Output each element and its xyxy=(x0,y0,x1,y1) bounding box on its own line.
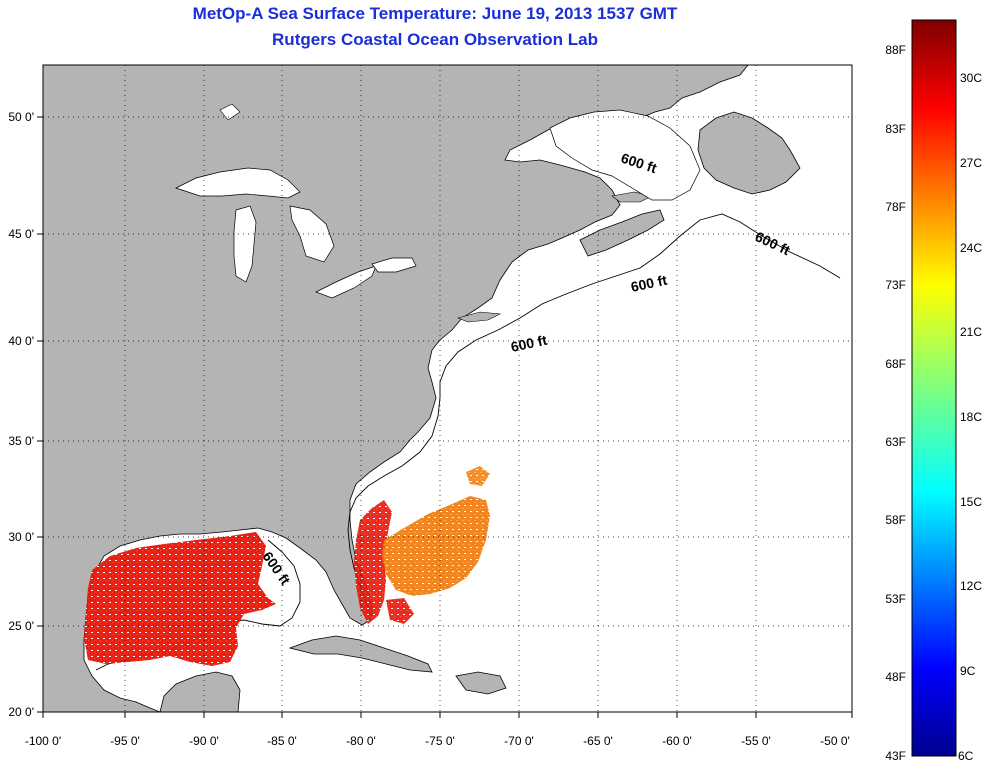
colorbar-c-label: 18C xyxy=(960,410,982,424)
colorbar-c-label: 15C xyxy=(960,495,982,509)
lon-tick: -70 0' xyxy=(504,734,534,748)
colorbar-f-label: 53F xyxy=(885,592,906,606)
colorbar-c-label: 6C xyxy=(958,749,974,763)
colorbar-f-label: 73F xyxy=(885,278,906,292)
land-north-america xyxy=(43,65,749,712)
contour-label: 600 ft xyxy=(629,272,668,295)
lake-superior xyxy=(175,167,301,199)
land-cuba xyxy=(288,635,433,673)
lon-tick: -85 0' xyxy=(267,734,297,748)
colorbar-f-label: 83F xyxy=(885,122,906,136)
colorbar-c-labels: 30C 27C 24C 21C 18C 15C 12C 9C 6C xyxy=(958,71,982,763)
lat-tick: 25 0' xyxy=(8,619,34,633)
lake-huron xyxy=(289,205,335,263)
sst-gulf-swath xyxy=(84,532,276,666)
land-newfoundland xyxy=(697,111,801,195)
lat-tick: 30 0' xyxy=(8,530,34,544)
colorbar-c-label: 21C xyxy=(960,325,982,339)
land-hispaniola xyxy=(455,671,507,695)
colorbar xyxy=(911,19,957,757)
lon-tick: -65 0' xyxy=(583,734,613,748)
lon-tick: -60 0' xyxy=(662,734,692,748)
colorbar-f-label: 43F xyxy=(885,749,906,763)
land-nova-scotia xyxy=(579,209,665,257)
colorbar-c-label: 30C xyxy=(960,71,982,85)
land-yucatan xyxy=(159,671,241,712)
colorbar-c-label: 27C xyxy=(960,156,982,170)
colorbar-c-label: 24C xyxy=(960,241,982,255)
lake-erie xyxy=(315,265,377,299)
contour-label: 600 ft xyxy=(509,332,548,355)
lon-tick: -50 0' xyxy=(820,734,850,748)
lake-ontario xyxy=(371,257,417,273)
colorbar-f-label: 78F xyxy=(885,200,906,214)
colorbar-f-label: 88F xyxy=(885,43,906,57)
lat-tick: 20 0' xyxy=(8,705,34,719)
map-title: MetOp-A Sea Surface Temperature: June 19… xyxy=(192,4,678,23)
colorbar-f-label: 63F xyxy=(885,435,906,449)
lon-axis: -100 0' -95 0' -90 0' -85 0' -80 0' -75 … xyxy=(25,734,850,748)
lon-tick: -80 0' xyxy=(346,734,376,748)
sst-data xyxy=(84,466,490,666)
sst-atlantic-red xyxy=(354,500,392,624)
lat-axis: 20 0' 25 0' 30 0' 35 0' 40 0' 45 0' 50 0… xyxy=(8,110,34,719)
colorbar-f-label: 48F xyxy=(885,670,906,684)
lon-tick: -90 0' xyxy=(189,734,219,748)
colorbar-c-label: 9C xyxy=(960,664,976,678)
lon-tick: -100 0' xyxy=(25,734,61,748)
colorbar-f-labels: 88F 83F 78F 73F 68F 63F 58F 53F 48F 43F xyxy=(885,43,906,763)
map-subtitle: Rutgers Coastal Ocean Observation Lab xyxy=(272,30,598,49)
sst-atlantic-orange xyxy=(382,496,490,596)
lon-tick: -95 0' xyxy=(110,734,140,748)
colorbar-f-label: 58F xyxy=(885,513,906,527)
gulf-st-lawrence xyxy=(549,109,701,201)
lon-tick: -75 0' xyxy=(425,734,455,748)
lat-tick: 35 0' xyxy=(8,434,34,448)
lat-tick: 40 0' xyxy=(8,334,34,348)
lat-tick: 45 0' xyxy=(8,227,34,241)
lake-michigan xyxy=(233,205,257,283)
colorbar-c-label: 12C xyxy=(960,579,982,593)
lon-tick: -55 0' xyxy=(741,734,771,748)
colorbar-f-label: 68F xyxy=(885,357,906,371)
lat-tick: 50 0' xyxy=(8,110,34,124)
